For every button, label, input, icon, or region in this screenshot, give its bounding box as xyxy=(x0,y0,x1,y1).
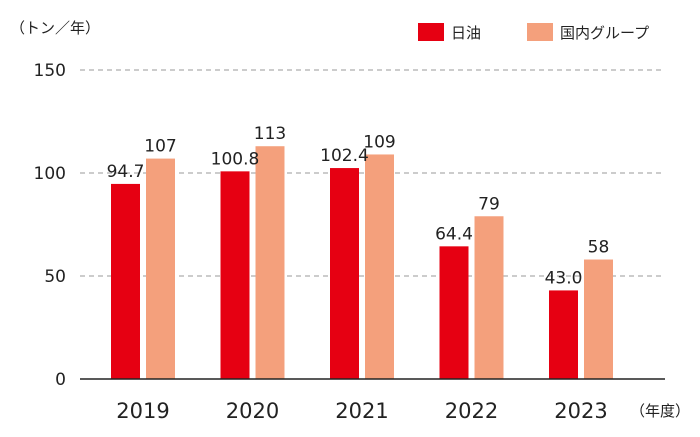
bars xyxy=(111,146,613,379)
data-label-group-2022: 79 xyxy=(478,194,500,214)
bar-nof-2023 xyxy=(549,290,578,379)
data-label-nof-2019: 94.7 xyxy=(107,162,145,182)
bar-group-2019 xyxy=(146,158,175,379)
y-axis-unit-label: （トン／年） xyxy=(10,19,100,37)
bar-nof-2020 xyxy=(220,171,250,379)
y-tick-label: 0 xyxy=(55,370,66,390)
bar-group-2020 xyxy=(255,146,285,379)
data-label-nof-2022: 64.4 xyxy=(435,224,473,244)
data-label-nof-2023: 43.0 xyxy=(545,268,583,288)
x-tick-label-2020: 2020 xyxy=(226,399,279,423)
data-label-group-2021: 109 xyxy=(363,132,395,152)
bar-group-2021 xyxy=(365,154,394,379)
bar-group-2022 xyxy=(474,216,504,379)
bar-nof-2022 xyxy=(439,246,469,379)
legend-swatch-nof xyxy=(418,23,444,41)
y-tick-label: 150 xyxy=(34,61,66,81)
data-label-group-2020: 113 xyxy=(254,124,286,144)
legend-label-nof: 日油 xyxy=(451,24,481,42)
data-label-nof-2020: 100.8 xyxy=(211,149,260,169)
data-label-nof-2021: 102.4 xyxy=(320,146,369,166)
legend: 日油 国内グループ xyxy=(418,23,649,42)
x-tick-label-2022: 2022 xyxy=(445,399,498,423)
x-axis-unit-label: （年度） xyxy=(630,402,690,420)
data-label-group-2023: 58 xyxy=(588,238,610,258)
x-axis-ticks: 2019 2020 2021 2022 2023 xyxy=(116,399,607,423)
bar-nof-2019 xyxy=(111,183,140,379)
x-tick-label-2019: 2019 xyxy=(116,399,169,423)
bar-group-2023 xyxy=(584,259,613,379)
y-tick-label: 50 xyxy=(44,267,66,287)
y-axis-ticks: 0 50 100 150 xyxy=(34,61,66,390)
bar-nof-2021 xyxy=(330,168,359,379)
x-tick-label-2021: 2021 xyxy=(335,399,388,423)
legend-label-group: 国内グループ xyxy=(560,24,649,42)
x-tick-label-2023: 2023 xyxy=(554,399,607,423)
legend-swatch-group xyxy=(527,23,553,41)
data-label-group-2019: 107 xyxy=(144,137,176,157)
y-tick-label: 100 xyxy=(34,164,66,184)
